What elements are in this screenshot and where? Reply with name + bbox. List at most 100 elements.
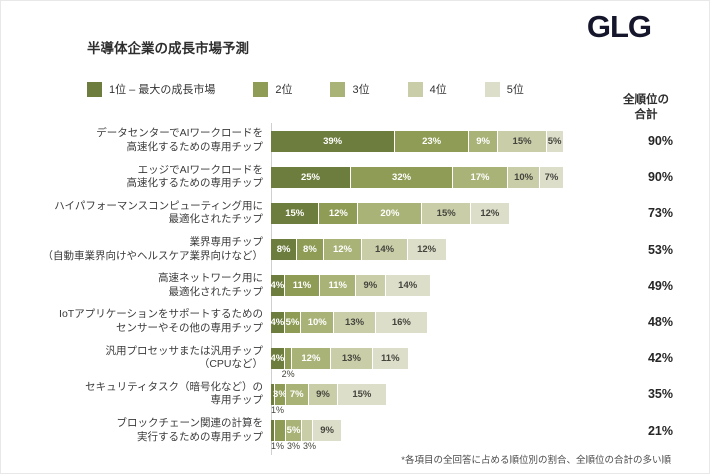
bar-area: 4% 12% 13% 11% 2% [270, 347, 611, 379]
legend-label-rank2: 2位 [275, 84, 293, 96]
bar-segment-rank2: 23% [395, 130, 468, 152]
bar-segment-rank3: 20% [358, 202, 422, 224]
below-bar-label: 3% [303, 441, 317, 452]
bar-segment-rank4: 14% [362, 239, 407, 261]
stacked-bar: 3% 7% 9% 15% [271, 383, 611, 405]
totals-column-header: 全順位の 合計 [601, 93, 691, 123]
bar-segment-rank2: 8% [297, 239, 323, 261]
bar-segment-rank1: 25% [271, 166, 350, 188]
bar-segment-rank5: 12% [407, 239, 446, 261]
row-total: 90% [647, 170, 673, 185]
row-label: 業界専用チップ （自動車業界向けやヘルスケア業界向けなど） [42, 236, 264, 262]
bar-segment-rank5: 11% [372, 347, 408, 369]
bar-area: 4% 5% 10% 13% 16% [270, 311, 611, 333]
bar-segment-rank3: 5% [285, 420, 302, 442]
legend-swatch-rank1 [87, 81, 102, 97]
totals-header-line1: 全順位の [623, 94, 669, 106]
bar-segment-rank2: 12% [319, 202, 358, 224]
bar-segment-rank3: 11% [320, 275, 356, 297]
legend-item-rank5: 5位 [484, 81, 524, 97]
chart-row-1: データセンターでAIワークロードを 高速化するための専用チップ 39% 23% 9% 15… [1, 123, 709, 159]
bar-segment-rank4: 15% [422, 202, 470, 224]
bar-segment-rank4: 13% [334, 311, 376, 333]
bar-segment-rank5: 16% [376, 311, 427, 333]
bar-segment-rank1 [271, 420, 275, 442]
bar-segment-rank1: 15% [271, 202, 319, 224]
row-label: 高速ネットワーク用に 最適化されたチップ [158, 272, 263, 298]
legend-item-rank3: 3位 [330, 81, 370, 97]
bar-segment-rank3: 17% [453, 166, 507, 188]
row-total: 21% [647, 423, 673, 438]
bar-segment-rank3: 7% [285, 383, 308, 405]
glg-logo: GLG [586, 9, 652, 44]
row-total: 48% [647, 315, 673, 330]
bar-area: 15% 12% 20% 15% 12% [271, 202, 611, 224]
bar-segment-rank3: 9% [468, 130, 498, 152]
legend-swatch-rank4 [407, 81, 423, 97]
bar-segment-rank3: 10% [301, 311, 334, 333]
row-total: 53% [647, 242, 673, 257]
bar-segment-rank3: 12% [323, 239, 362, 261]
legend-label-rank4: 4位 [429, 84, 447, 96]
bar-segment-rank1: 39% [271, 130, 395, 152]
bar-segment-rank2: 11% [284, 275, 320, 297]
stacked-bar: 39% 23% 9% 15% 5% [271, 130, 611, 152]
bar-segment-rank5: 15% [338, 383, 386, 405]
bar-area: 3% 7% 9% 15% 1% [271, 383, 611, 415]
stacked-bar: 4% 12% 13% 11% [270, 347, 611, 369]
legend-item-rank1: 1位 – 最大の成長市場 [87, 81, 215, 97]
stacked-bar: 25% 32% 17% 10% 7% [271, 166, 611, 188]
row-total: 35% [647, 387, 673, 402]
bar-segment-rank1: 4% [270, 311, 284, 333]
stacked-bar: 4% 5% 10% 13% 16% [270, 311, 611, 333]
row-label: データセンターでAIワークロードを 高速化するための専用チップ [96, 127, 263, 154]
row-label: セキュリティタスク（暗号化など）の 専用チップ [85, 380, 263, 407]
bar-segment-rank1: 8% [271, 239, 297, 261]
legend-swatch-rank3 [330, 81, 346, 97]
bar-segment-rank5: 9% [312, 420, 342, 442]
legend-item-rank2: 2位 [253, 81, 292, 97]
chart-row-7: 汎用プロセッサまたは汎用チップ （CPUなど） 4% 12% 13% 11% 2% 42% [1, 340, 709, 379]
row-label: ハイパフォーマンスコンピューティング用に 最適化されたチップ [54, 199, 263, 226]
bar-segment-rank4: 9% [356, 275, 385, 297]
bar-area: 8% 8% 12% 14% 12% [271, 239, 611, 261]
bar-segment-rank5: 14% [385, 275, 430, 297]
bar-area: 39% 23% 9% 15% 5% [271, 130, 611, 152]
row-label: IoTアプリケーションをサポートするための センサーやその他の専用チップ [59, 308, 263, 335]
row-total: 49% [647, 278, 673, 293]
bar-segment-rank2: 32% [351, 166, 453, 188]
legend-item-rank4: 4位 [407, 81, 447, 97]
below-bar-labels: 2% [271, 369, 611, 380]
bar-area: 5% 9% 1% 3% 3% [271, 420, 611, 451]
row-label: ブロックチェーン関連の計算を 実行するための専用チップ [116, 416, 263, 443]
bar-segment-rank2: 5% [284, 311, 301, 333]
legend-label-rank5: 5位 [506, 84, 524, 96]
bar-segment-rank3: 12% [291, 347, 330, 369]
bar-segment-rank1: 4% [270, 347, 284, 369]
chart-row-3: ハイパフォーマンスコンピューティング用に 最適化されたチップ 15% 12% 20% 15… [1, 195, 709, 231]
bar-segment-rank1: 4% [270, 275, 284, 297]
bar-area: 4% 11% 11% 9% 14% [270, 275, 611, 297]
bar-segment-rank4: 10% [507, 166, 540, 188]
legend-label-rank1: 1位 – 最大の成長市場 [109, 84, 216, 96]
chart-row-8: セキュリティタスク（暗号化など）の 専用チップ 3% 7% 9% 15% 1% 35% [1, 376, 709, 415]
bar-segment-rank5: 12% [470, 202, 509, 224]
bar-segment-rank4 [302, 420, 312, 442]
bar-segment-rank2: 3% [273, 383, 287, 405]
row-label: エッジでAIワークロードを 高速化するための専用チップ [126, 163, 264, 190]
stacked-bar: 15% 12% 20% 15% 12% [271, 202, 611, 224]
legend-swatch-rank5 [484, 81, 500, 97]
below-bar-label: 1% [271, 441, 285, 452]
chart-row-9: ブロックチェーン関連の計算を 実行するための専用チップ 5% 9% 1% 3% 3% 21% [1, 413, 709, 451]
legend: 1位 – 最大の成長市場 2位 3位 4位 5位 [87, 81, 524, 97]
bar-segment-rank4: 15% [498, 130, 546, 152]
below-bar-labels: 1% [271, 405, 611, 416]
below-bar-label: 3% [287, 441, 301, 452]
chart-row-6: IoTアプリケーションをサポートするための センサーやその他の専用チップ 4% 5% 1… [1, 304, 709, 340]
footnote: *各項目の全回答に占める順位別の割合、全順位の合計の多い順 [401, 455, 671, 466]
row-label: 汎用プロセッサまたは汎用チップ （CPUなど） [105, 344, 264, 371]
totals-header-line2: 合計 [634, 108, 658, 121]
row-total: 90% [647, 134, 673, 149]
stacked-bar: 4% 11% 11% 9% 14% [270, 275, 611, 297]
